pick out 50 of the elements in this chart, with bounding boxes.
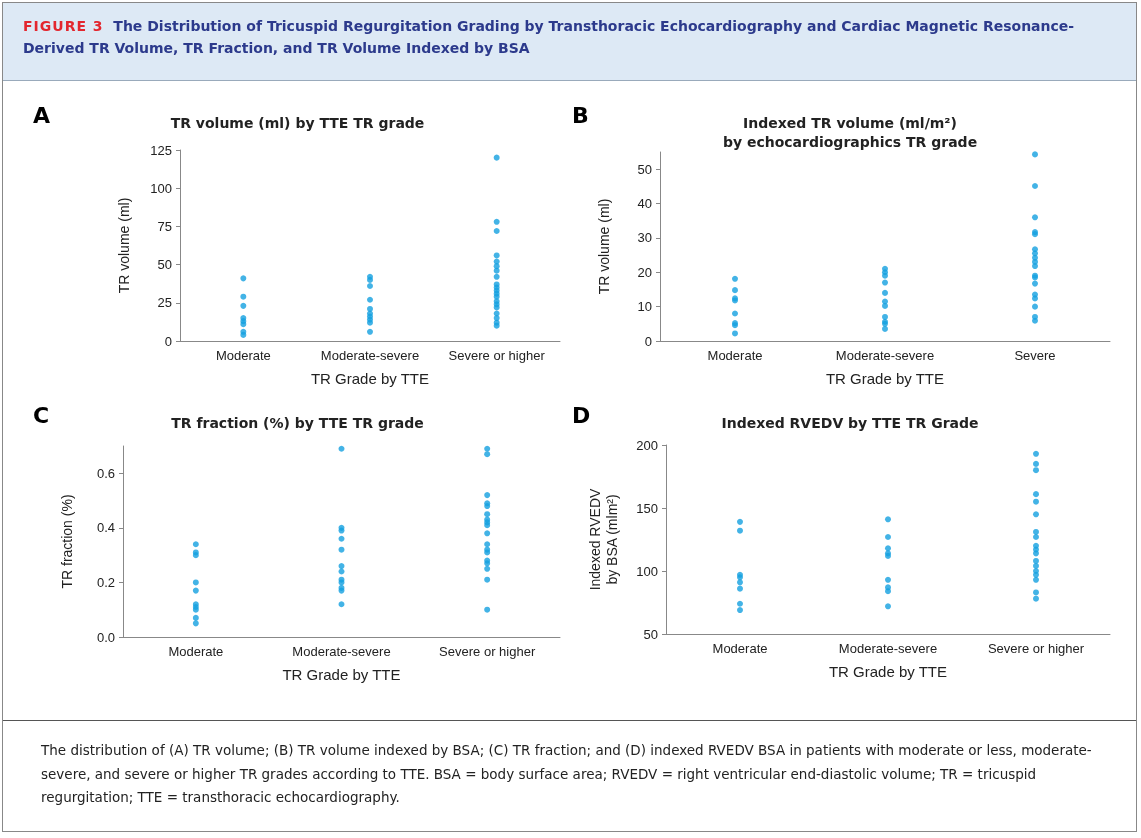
x-tick-label: Severe or higher bbox=[448, 348, 546, 363]
y-tick-label: 20 bbox=[637, 264, 652, 280]
x-axis-title: TR Grade by TTE bbox=[825, 370, 945, 387]
x-tick-label: Severe or higher bbox=[987, 641, 1085, 656]
chart-title: Indexed RVEDV by TTE TR Grade bbox=[721, 414, 979, 431]
y-tick-label: 100 bbox=[636, 563, 658, 579]
x-tick-label: Moderate bbox=[168, 644, 224, 659]
y-axis-title: TR volume (ml) bbox=[115, 197, 132, 294]
y-tick-label: 40 bbox=[637, 196, 652, 212]
chart-title: TR fraction (%) by TTE TR grade bbox=[171, 414, 424, 431]
x-tick-label: Moderate bbox=[712, 641, 768, 656]
y-axis-title: TR fraction (%) bbox=[58, 494, 75, 589]
x-axis-title: TR Grade by TTE bbox=[828, 663, 948, 680]
text: B bbox=[572, 102, 589, 128]
x-tick-label: Moderate-severe bbox=[320, 348, 420, 363]
y-tick-label: 0.2 bbox=[96, 574, 115, 590]
x-tick-label: Moderate bbox=[707, 348, 763, 363]
x-tick-label: Severe or higher bbox=[439, 644, 536, 659]
chart-title: TR volume (ml) by TTE TR grade bbox=[170, 114, 425, 131]
x-tick-label: Severe bbox=[1014, 348, 1056, 363]
text: The distribution of (A) TR volume; (B) TR volume indexed by BSA; (C) TR fraction; and (D) indexed RVEDV BSA in patients with moderate or less, moderate-severe, and severe or higher TR grades according to TTE. BSA = body surface area; RVEDV = right ventricular end-diastolic volume; TR = tricuspid regurgitation; TTE = transthoracic echocardiography. bbox=[41, 741, 1093, 808]
y-tick-label: 0 bbox=[644, 333, 652, 349]
x-tick-label: Moderate-severe bbox=[838, 641, 938, 656]
y-tick-label: 50 bbox=[643, 626, 658, 642]
text: A bbox=[33, 102, 51, 128]
y-tick-label: 30 bbox=[637, 230, 652, 246]
x-axis-title: TR Grade by TTE bbox=[310, 370, 430, 387]
y-tick-label: 10 bbox=[637, 299, 652, 315]
y-tick-label: 0.6 bbox=[96, 465, 115, 481]
y-axis-title: TR volume (ml) bbox=[595, 198, 612, 295]
y-tick-label: 50 bbox=[637, 161, 652, 177]
y-axis-title: Indexed RVEDV by BSA (mlm²) bbox=[586, 488, 620, 591]
y-tick-label: 150 bbox=[636, 500, 658, 516]
y-tick-label: 75 bbox=[157, 218, 172, 234]
x-tick-label: Moderate-severe bbox=[835, 348, 935, 363]
y-tick-label: 0.4 bbox=[96, 520, 115, 536]
text: D bbox=[572, 402, 591, 428]
x-axis-title: TR Grade by TTE bbox=[282, 666, 401, 683]
y-tick-label: 0 bbox=[164, 333, 172, 349]
y-tick-label: 200 bbox=[636, 437, 658, 453]
x-tick-label: Moderate bbox=[215, 348, 271, 363]
text: FIGURE 3 bbox=[23, 18, 104, 34]
x-tick-label: Moderate-severe bbox=[292, 644, 391, 659]
chart-title: Indexed TR volume (ml/m²) by echocardiographics TR grade bbox=[722, 114, 978, 150]
y-tick-label: 0.0 bbox=[96, 629, 115, 645]
y-tick-label: 25 bbox=[157, 295, 172, 311]
y-tick-label: 100 bbox=[150, 180, 172, 196]
y-tick-label: 50 bbox=[157, 257, 172, 273]
text: C bbox=[33, 402, 50, 428]
y-tick-label: 125 bbox=[150, 142, 172, 158]
